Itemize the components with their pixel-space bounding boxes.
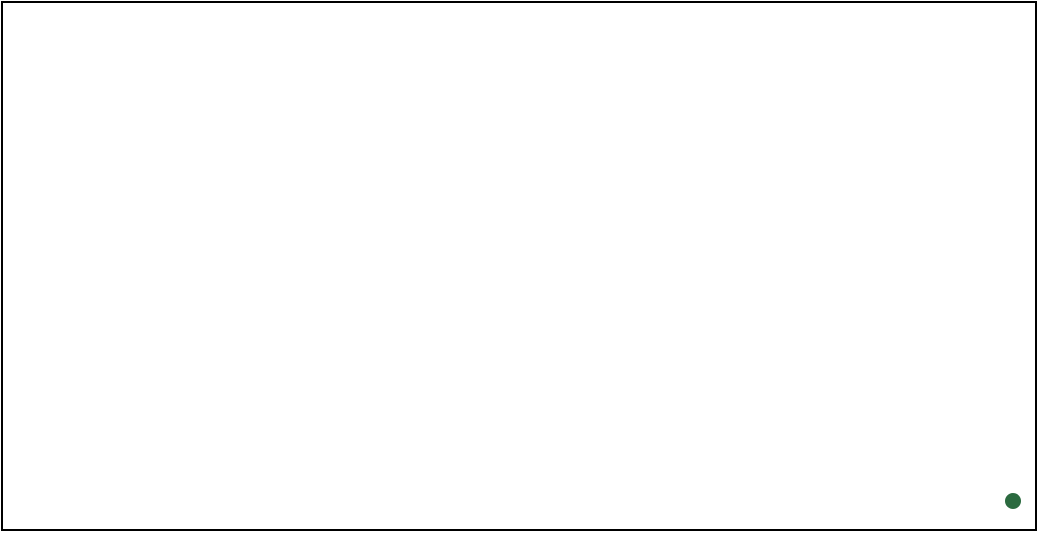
chart-svg — [17, 43, 1021, 439]
diagram-frame — [1, 1, 1037, 531]
logo-badge — [1005, 493, 1021, 509]
chart-area — [17, 43, 1021, 439]
lifecycle-phase-row — [3, 451, 1035, 481]
umweltbundesamt-logo — [1003, 493, 1021, 521]
